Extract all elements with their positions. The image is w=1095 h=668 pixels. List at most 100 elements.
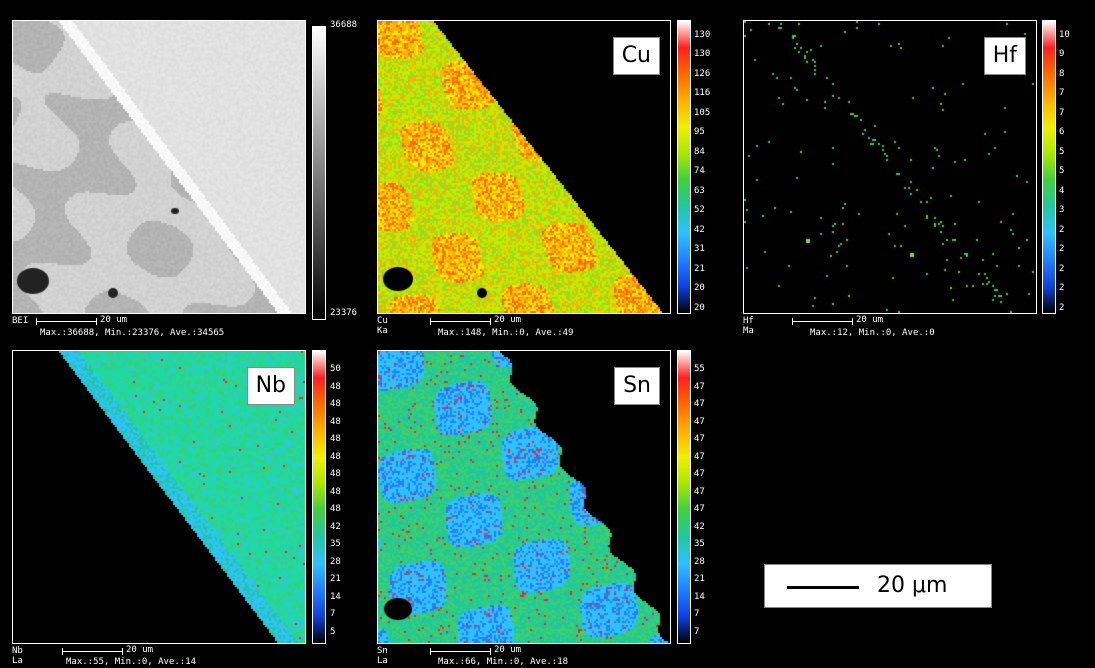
colorbar-label: 5: [330, 626, 336, 637]
nb-code: Nb La: [12, 646, 23, 666]
sn-colorbar-labels: 55 47 47 47 47 47 47 47 47 42 35 28 21 14 7 7: [694, 364, 722, 644]
hf-stats: Max.:12, Min.:0, Ave.:0: [810, 328, 935, 338]
colorbar-label: 42: [694, 224, 705, 235]
hf-code: Hf Ma: [743, 316, 754, 336]
colorbar-label: 3: [1059, 205, 1065, 216]
colorbar-label: 48: [330, 381, 341, 392]
hf-colorbar-labels: 10 9 8 7 7 6 5 5 4 3 2 2 2 2 2: [1059, 30, 1087, 322]
colorbar-label: 14: [694, 591, 705, 602]
cu-mini-scale: 20 um: [430, 315, 560, 325]
colorbar-label: 21: [694, 574, 705, 584]
mini-scale-label: 20 um: [126, 645, 154, 655]
colorbar-label: 20: [694, 283, 705, 294]
colorbar-label: 47: [694, 504, 705, 514]
sn-colorbar: [677, 350, 691, 644]
colorbar-label: 10: [1059, 30, 1070, 40]
colorbar-label: 55: [694, 364, 705, 374]
nb-colorbar: [312, 350, 326, 644]
colorbar-label: 116: [694, 88, 711, 99]
bei-stats: Max.:36688, Min.:23376, Ave.:34565: [40, 328, 225, 338]
colorbar-label: 2: [1059, 283, 1065, 294]
colorbar-label: 47: [694, 434, 705, 444]
colorbar-label: 50: [330, 364, 341, 374]
colorbar-label: 9: [1059, 49, 1065, 60]
colorbar-label: 63: [694, 185, 705, 196]
colorbar-label: 8: [1059, 68, 1065, 79]
cu-colorbar-labels: 130 130 126 116 105 95 84 74 63 52 42 31 21 20 20: [694, 30, 722, 322]
colorbar-label: 21: [694, 263, 705, 274]
colorbar-label: 48: [330, 469, 341, 479]
colorbar-label: 20: [694, 302, 705, 313]
nb-element-label: Nb: [246, 367, 295, 405]
colorbar-label: 48: [330, 434, 341, 444]
colorbar-label: 28: [330, 556, 341, 567]
sn-stats: Max.:66, Min.:0, Ave.:18: [438, 657, 569, 667]
mini-scale-label: 20 um: [494, 645, 522, 655]
colorbar-label: 48: [330, 504, 341, 514]
colorbar-label: 84: [694, 146, 705, 157]
bei-image: [12, 20, 306, 314]
mini-scale-label: 20 um: [494, 315, 522, 325]
colorbar-label: 42: [330, 521, 341, 532]
mini-scale-label: 20 um: [100, 315, 128, 325]
colorbar-label: 31: [694, 244, 705, 255]
bei-colorbar: [312, 26, 326, 320]
colorbar-label: 130: [694, 49, 711, 60]
bei-code: BEI: [12, 316, 29, 326]
hf-colorbar: [1042, 20, 1056, 314]
scale-bar-label: 20 μm: [877, 573, 948, 598]
colorbar-label: 47: [694, 381, 705, 392]
colorbar-label: 4: [1059, 185, 1065, 196]
colorbar-label: 48: [330, 451, 341, 462]
colorbar-label: 35: [694, 539, 705, 549]
cu-code: Cu Ka: [377, 316, 388, 336]
hf-mini-scale: 20 um: [792, 315, 922, 325]
colorbar-label: 14: [330, 591, 341, 602]
sn-element-label: Sn: [614, 367, 660, 405]
colorbar-label: 7: [330, 609, 336, 619]
mini-scale-label: 20 um: [856, 315, 884, 325]
bei-colorbar-labels: 36688 23376: [330, 20, 358, 320]
colorbar-label: 48: [330, 416, 341, 427]
colorbar-label: 2: [1059, 244, 1065, 255]
scale-bar-line: [787, 586, 859, 589]
colorbar-label: 7: [1059, 88, 1065, 99]
hf-map: Hf: [743, 20, 1037, 314]
colorbar-label: 21: [330, 574, 341, 584]
colorbar-label: 47: [694, 399, 705, 409]
colorbar-label: 6: [1059, 127, 1065, 138]
colorbar-label: 7: [694, 626, 700, 637]
sn-map: Sn: [377, 350, 671, 644]
colorbar-label: 47: [694, 451, 705, 462]
colorbar-label: 126: [694, 68, 711, 79]
colorbar-label: 5: [1059, 146, 1065, 157]
colorbar-label: 2: [1059, 224, 1065, 235]
colorbar-label: 28: [694, 556, 705, 567]
cu-colorbar: [677, 20, 691, 314]
cu-element-label: Cu: [612, 37, 660, 75]
colorbar-label: 35: [330, 539, 341, 549]
colorbar-label: 5: [1059, 166, 1065, 177]
colorbar-label: 23376: [330, 308, 358, 318]
cu-stats: Max.:148, Min.:0, Ave.:49: [438, 328, 574, 338]
nb-mini-scale: 20 um: [62, 645, 192, 655]
sn-mini-scale: 20 um: [430, 645, 560, 655]
colorbar-label: 47: [694, 486, 705, 497]
colorbar-label: 2: [1059, 263, 1065, 274]
colorbar-label: 95: [694, 127, 705, 138]
cu-map: Cu: [377, 20, 671, 314]
colorbar-label: 48: [330, 399, 341, 409]
colorbar-label: 105: [694, 107, 711, 118]
colorbar-label: 48: [330, 486, 341, 497]
nb-colorbar-labels: 50 48 48 48 48 48 48 48 48 42 35 28 21 14 7 5: [330, 364, 358, 644]
nb-stats: Max.:55, Min.:0, Ave.:14: [66, 657, 197, 667]
colorbar-label: 130: [694, 30, 711, 40]
colorbar-label: 47: [694, 469, 705, 479]
hf-element-label: Hf: [983, 37, 1026, 75]
nb-map: Nb: [12, 350, 306, 644]
colorbar-label: 47: [694, 416, 705, 427]
colorbar-label: 74: [694, 166, 705, 177]
colorbar-label: 36688: [330, 20, 358, 30]
sn-code: Sn La: [377, 646, 388, 666]
colorbar-label: 2: [1059, 302, 1065, 313]
